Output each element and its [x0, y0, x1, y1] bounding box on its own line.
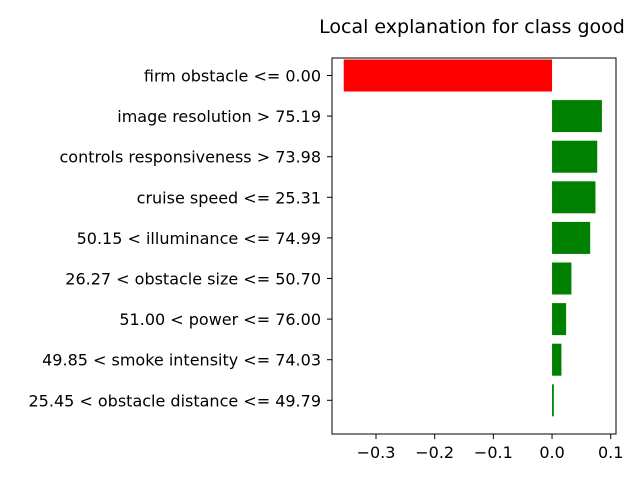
y-tick-label-4: 50.15 < illuminance <= 74.99 [77, 229, 321, 248]
y-tick-label-1: image resolution > 75.19 [117, 107, 321, 126]
plot-frame [331, 57, 617, 435]
y-tick-label-0: firm obstacle <= 0.00 [144, 67, 321, 86]
bar-0 [343, 59, 553, 92]
x-tick-label-3: 0.0 [539, 443, 564, 462]
bar-3 [552, 181, 596, 214]
bar-6 [552, 303, 567, 336]
y-tick-label-7: 49.85 < smoke intensity <= 74.03 [42, 351, 321, 370]
bar-7 [552, 343, 562, 376]
chart-title: Local explanation for class good [319, 16, 625, 38]
bar-4 [552, 221, 591, 254]
x-tick-label-4: 0.1 [598, 443, 623, 462]
x-tick-label-2: −0.1 [474, 443, 513, 462]
bar-1 [552, 100, 602, 133]
y-tick-label-6: 51.00 < power <= 76.00 [119, 310, 321, 329]
bar-2 [552, 140, 598, 173]
y-tick-label-8: 25.45 < obstacle distance <= 49.79 [29, 391, 322, 410]
y-tick-label-3: cruise speed <= 25.31 [137, 188, 321, 207]
y-tick-label-5: 26.27 < obstacle size <= 50.70 [65, 270, 321, 289]
bar-5 [552, 262, 572, 295]
bar-8 [552, 384, 554, 417]
y-tick-label-2: controls responsiveness > 73.98 [59, 148, 321, 167]
x-tick-label-1: −0.2 [415, 443, 454, 462]
x-tick-label-0: −0.3 [357, 443, 396, 462]
